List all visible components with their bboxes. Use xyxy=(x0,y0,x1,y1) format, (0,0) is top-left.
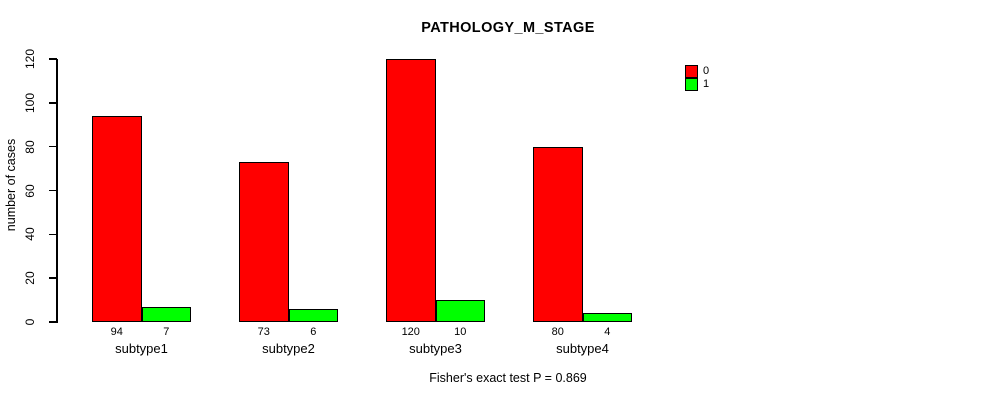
y-tick-label: 20 xyxy=(23,271,37,285)
bar-value-label: 80 xyxy=(551,326,564,338)
bar-value-label: 6 xyxy=(310,326,317,338)
bar-value-label: 4 xyxy=(604,326,611,338)
x-category-label: subtype2 xyxy=(262,341,315,356)
y-axis-tick xyxy=(49,58,57,60)
bar-0-subtype1 xyxy=(92,115,142,322)
bar-0-subtype3 xyxy=(386,59,436,322)
legend-swatch xyxy=(685,77,698,91)
y-tick-label: 60 xyxy=(23,183,37,198)
x-category-label: subtype4 xyxy=(556,341,609,356)
annotation-text: Fisher's exact test P = 0.869 xyxy=(429,371,587,385)
bar-value-label: 73 xyxy=(257,326,270,338)
y-tick-label: 40 xyxy=(23,227,37,242)
y-tick-label: 0 xyxy=(23,318,37,326)
bar-value-label: 120 xyxy=(401,326,420,338)
bar-1-subtype2 xyxy=(288,308,338,322)
bar-value-label: 94 xyxy=(110,326,123,338)
legend-item: 1 xyxy=(685,77,710,91)
y-axis-tick xyxy=(49,145,57,148)
y-tick-label: 120 xyxy=(23,48,37,70)
legend-item: 0 xyxy=(685,64,710,78)
bar-value-label: 10 xyxy=(454,326,467,338)
bar-0-subtype2 xyxy=(239,162,289,322)
legend-label: 1 xyxy=(703,78,710,90)
y-tick-label: 80 xyxy=(23,139,37,154)
x-category-label: subtype3 xyxy=(409,341,462,356)
y-axis-tick xyxy=(49,102,57,104)
bar-0-subtype4 xyxy=(533,146,583,322)
chart-title: PATHOLOGY_M_STAGE xyxy=(421,20,595,36)
bar-value-label: 7 xyxy=(163,326,170,338)
y-tick-label: 100 xyxy=(23,92,37,113)
y-axis-tick xyxy=(49,277,57,279)
y-axis-tick xyxy=(49,233,57,236)
x-category-label: subtype1 xyxy=(115,341,168,356)
bar-1-subtype4 xyxy=(582,313,632,322)
bar-1-subtype1 xyxy=(141,306,191,322)
bar-1-subtype3 xyxy=(435,300,485,322)
y-axis-tick xyxy=(49,189,57,192)
legend-label: 0 xyxy=(703,65,710,77)
y-axis-tick xyxy=(49,321,57,323)
legend-swatch xyxy=(685,64,698,78)
